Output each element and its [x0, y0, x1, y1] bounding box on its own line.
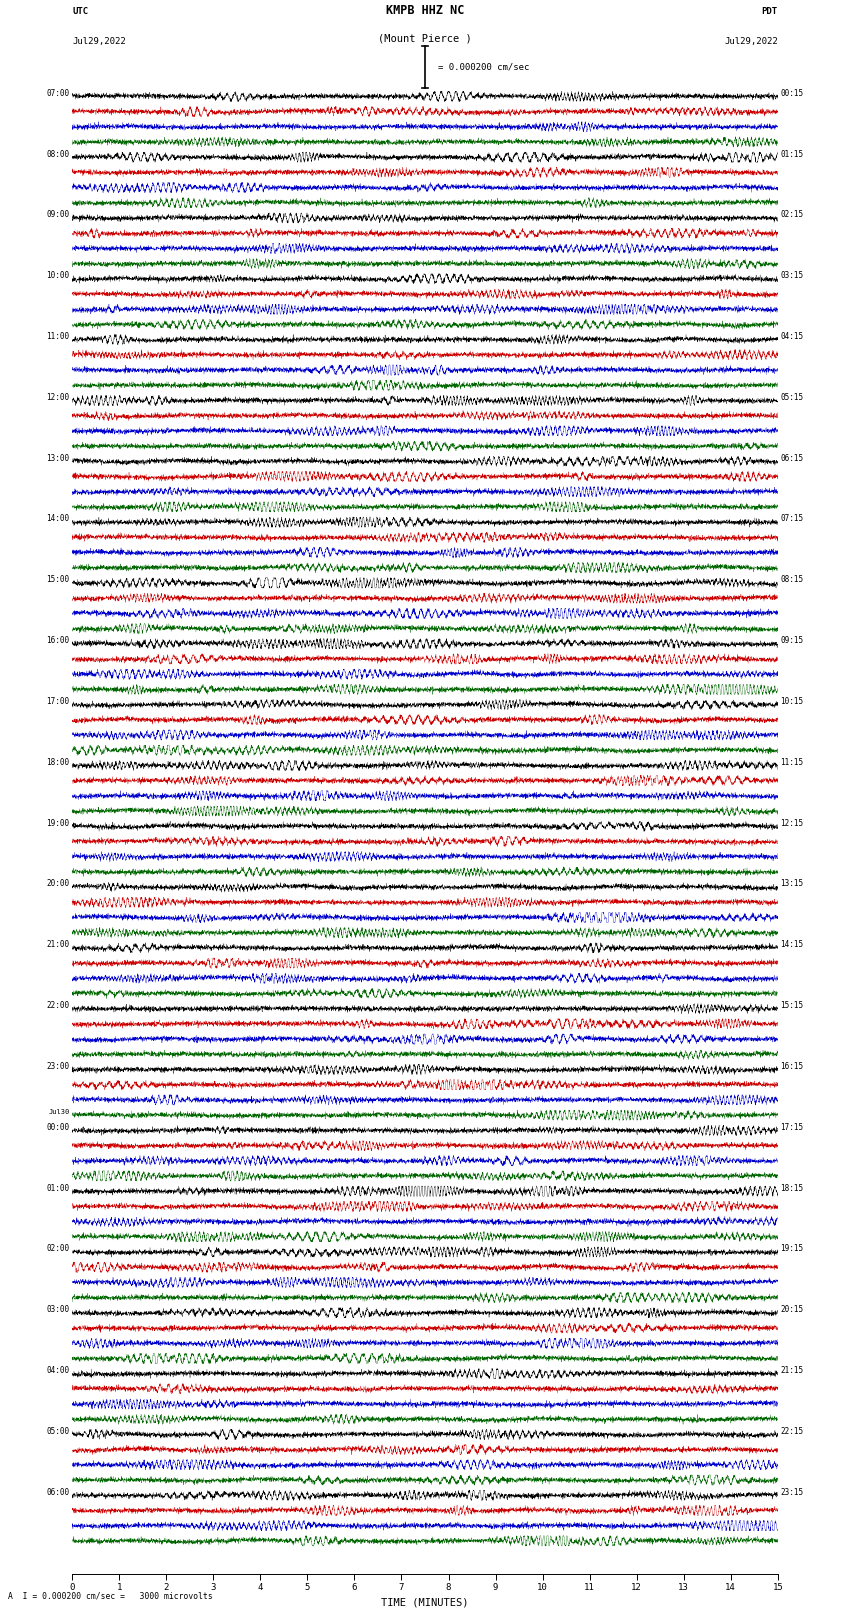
Text: 20:00: 20:00: [47, 879, 70, 889]
Text: 08:00: 08:00: [47, 150, 70, 158]
Text: 22:00: 22:00: [47, 1002, 70, 1010]
Text: 18:15: 18:15: [780, 1184, 803, 1192]
Text: 13:00: 13:00: [47, 453, 70, 463]
Text: 00:15: 00:15: [780, 89, 803, 98]
Text: 02:15: 02:15: [780, 210, 803, 219]
Text: 16:00: 16:00: [47, 636, 70, 645]
Text: 15:15: 15:15: [780, 1002, 803, 1010]
Text: 07:15: 07:15: [780, 515, 803, 524]
Text: UTC: UTC: [72, 6, 88, 16]
Text: 12:15: 12:15: [780, 819, 803, 827]
Text: 22:15: 22:15: [780, 1428, 803, 1436]
Text: 05:15: 05:15: [780, 394, 803, 402]
Text: 07:00: 07:00: [47, 89, 70, 98]
Text: 11:15: 11:15: [780, 758, 803, 766]
Text: 05:00: 05:00: [47, 1428, 70, 1436]
Text: 01:00: 01:00: [47, 1184, 70, 1192]
Text: A  I = 0.000200 cm/sec =   3000 microvolts: A I = 0.000200 cm/sec = 3000 microvolts: [8, 1590, 213, 1600]
Text: Jul30: Jul30: [48, 1108, 70, 1115]
Text: KMPB HHZ NC: KMPB HHZ NC: [386, 5, 464, 18]
Text: 14:15: 14:15: [780, 940, 803, 948]
Text: 15:00: 15:00: [47, 576, 70, 584]
Text: 09:15: 09:15: [780, 636, 803, 645]
Text: 23:15: 23:15: [780, 1487, 803, 1497]
Text: 10:15: 10:15: [780, 697, 803, 706]
Text: 21:00: 21:00: [47, 940, 70, 948]
Text: 03:15: 03:15: [780, 271, 803, 281]
Text: 09:00: 09:00: [47, 210, 70, 219]
Text: 19:00: 19:00: [47, 819, 70, 827]
Text: 23:00: 23:00: [47, 1061, 70, 1071]
Text: 18:00: 18:00: [47, 758, 70, 766]
Text: 00:00: 00:00: [47, 1123, 70, 1132]
Text: 06:00: 06:00: [47, 1487, 70, 1497]
Text: Jul29,2022: Jul29,2022: [72, 37, 126, 47]
Text: 10:00: 10:00: [47, 271, 70, 281]
Text: 04:00: 04:00: [47, 1366, 70, 1374]
Text: 03:00: 03:00: [47, 1305, 70, 1315]
Text: 13:15: 13:15: [780, 879, 803, 889]
X-axis label: TIME (MINUTES): TIME (MINUTES): [382, 1597, 468, 1607]
Text: 02:00: 02:00: [47, 1244, 70, 1253]
Text: 20:15: 20:15: [780, 1305, 803, 1315]
Text: 04:15: 04:15: [780, 332, 803, 340]
Text: 19:15: 19:15: [780, 1244, 803, 1253]
Text: = 0.000200 cm/sec: = 0.000200 cm/sec: [438, 61, 529, 71]
Text: 11:00: 11:00: [47, 332, 70, 340]
Text: 21:15: 21:15: [780, 1366, 803, 1374]
Text: (Mount Pierce ): (Mount Pierce ): [378, 34, 472, 44]
Text: PDT: PDT: [762, 6, 778, 16]
Text: Jul29,2022: Jul29,2022: [724, 37, 778, 47]
Text: 12:00: 12:00: [47, 394, 70, 402]
Text: 06:15: 06:15: [780, 453, 803, 463]
Text: 16:15: 16:15: [780, 1061, 803, 1071]
Text: 08:15: 08:15: [780, 576, 803, 584]
Text: 17:15: 17:15: [780, 1123, 803, 1132]
Text: 01:15: 01:15: [780, 150, 803, 158]
Text: 14:00: 14:00: [47, 515, 70, 524]
Text: 17:00: 17:00: [47, 697, 70, 706]
